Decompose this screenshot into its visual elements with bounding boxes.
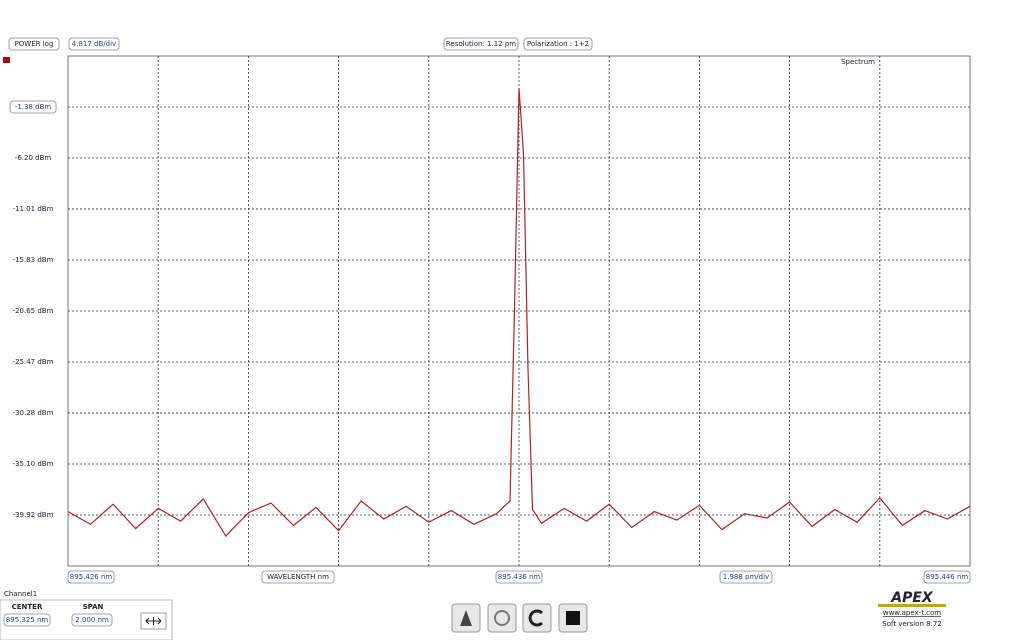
y-tick-label: -11.01 dBm [13, 205, 54, 213]
span-label: SPAN [83, 603, 104, 611]
x-tick-box [923, 570, 971, 584]
repeat-button[interactable] [487, 603, 517, 633]
polarization: Polarization : 1+2 [527, 40, 589, 48]
center-box[interactable] [3, 613, 51, 627]
y-tick-box [9, 100, 57, 114]
x-tick-label: 895.436 nm [498, 573, 541, 581]
x-scale: 1.988 pm/div [723, 573, 769, 581]
x-tick-label: 895.446 nm [926, 573, 969, 581]
channel: Channel1 [4, 590, 37, 598]
scale-box [68, 37, 120, 51]
center-label: CENTER [12, 603, 43, 611]
brand: APEX [890, 590, 934, 606]
x-tick-label: 895.426 nm [70, 573, 113, 581]
y-tick-label: -6.20 dBm [15, 154, 52, 162]
website: www.apex-t.com [883, 609, 941, 617]
x-tick-box [67, 570, 115, 584]
stop-button[interactable] [558, 603, 588, 633]
center-value: 895.325 nm [6, 616, 49, 624]
resolution-box [443, 37, 519, 51]
y-tick-label: -30.28 dBm [13, 409, 54, 417]
y-tick-label: -39.92 dBm [13, 511, 54, 519]
span-box[interactable] [71, 613, 113, 627]
legend-label: Spectrum [841, 58, 875, 66]
y-tick-label: -20.65 dBm [13, 307, 54, 315]
x-tick-box [495, 570, 543, 584]
version: Soft version 8.72 [882, 620, 942, 628]
single-button[interactable] [451, 603, 481, 633]
xscale-box [719, 570, 773, 584]
power-mode: POWER log [15, 40, 54, 48]
scale: 4.817 dB/div [72, 40, 116, 48]
span-value: 2.000 nm [75, 616, 109, 624]
x-axis-label: WAVELENGTH nm [267, 573, 329, 581]
y-tick-label: -25.47 dBm [13, 358, 54, 366]
trace-indicator [3, 57, 10, 63]
xlabel-box [261, 570, 335, 584]
spectrum-trace [67, 88, 971, 537]
y-tick-label: -1.38 dBm [15, 103, 52, 111]
y-tick-label: -35.10 dBm [13, 460, 54, 468]
brand-bar [878, 604, 946, 607]
resolution: Resolution: 1.12 pm [446, 40, 516, 48]
y-tick-label: -15.83 dBm [13, 256, 54, 264]
arrows-button[interactable] [140, 612, 167, 630]
power-box [8, 37, 60, 51]
polarization-box [523, 37, 593, 51]
refresh-button[interactable] [522, 603, 552, 633]
